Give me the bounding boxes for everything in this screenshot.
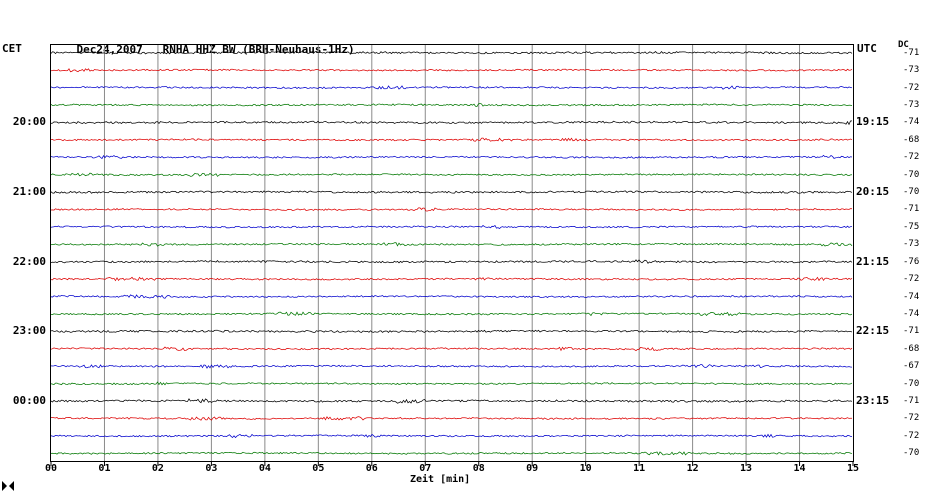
x-tick-label: 05	[312, 463, 325, 474]
dc-value: -68	[903, 343, 920, 354]
x-tick-label: 08	[472, 463, 485, 474]
x-tick-label: 11	[633, 463, 646, 474]
trace-line	[50, 276, 853, 282]
x-tick-label: 04	[258, 463, 271, 474]
dc-value: -73	[903, 99, 920, 110]
dc-value: -73	[903, 65, 920, 76]
dc-value: -72	[903, 82, 920, 93]
dc-value: -71	[903, 204, 920, 215]
cet-time-label: 20:00	[12, 115, 46, 129]
dc-value: -70	[903, 187, 920, 198]
trace-line	[50, 120, 853, 126]
trace-line	[50, 172, 853, 177]
trace-line	[50, 346, 853, 352]
dc-value: -76	[903, 256, 920, 267]
x-tick-label: 12	[686, 463, 699, 474]
trace-line	[50, 311, 853, 317]
x-tick-label: 07	[419, 463, 432, 474]
utc-time-label: 20:15	[856, 185, 890, 199]
trace-line	[50, 190, 853, 194]
dc-value: -74	[903, 308, 920, 319]
dc-value: -74	[903, 117, 920, 128]
utc-header: UTC	[857, 42, 877, 55]
dc-value: -71	[903, 47, 920, 58]
trace-line	[50, 154, 853, 160]
trace-line	[50, 225, 853, 229]
x-tick-label: 13	[740, 463, 753, 474]
utc-time-label: 21:15	[856, 254, 890, 268]
dc-value: -68	[903, 134, 920, 145]
trace-line	[50, 259, 853, 264]
dc-value: -74	[903, 291, 920, 302]
x-tick-label: 00	[44, 463, 58, 474]
trace-line	[50, 416, 852, 421]
trace-line	[50, 398, 853, 404]
x-tick-label: 09	[526, 463, 539, 474]
dc-value: -70	[903, 378, 920, 389]
trace-line	[50, 207, 853, 212]
dc-value: -71	[903, 396, 920, 407]
cet-header: CET	[2, 42, 22, 55]
trace-line	[50, 433, 853, 439]
x-axis-label: Zeit [min]	[410, 474, 471, 485]
trace-line	[50, 294, 853, 299]
x-tick-label: 02	[151, 463, 164, 474]
cet-time-label: 00:00	[12, 394, 46, 408]
utc-time-label: 23:15	[856, 394, 890, 408]
trace-line	[50, 329, 853, 333]
cet-time-label: 22:00	[12, 254, 46, 268]
x-tick-label: 03	[205, 463, 218, 474]
utc-time-label: 22:15	[856, 324, 890, 338]
dc-value: -72	[903, 430, 920, 441]
dc-header: DC	[898, 40, 909, 50]
seismogram-plot	[50, 44, 854, 466]
x-tick-label: 15	[846, 463, 860, 474]
trace-line	[50, 381, 853, 386]
utc-time-label: 19:15	[856, 115, 890, 129]
plot-border	[50, 44, 854, 462]
trace-line	[50, 85, 853, 90]
x-tick-label: 14	[793, 463, 806, 474]
x-tick-label: 06	[365, 463, 378, 474]
logo-mark-icon	[2, 481, 14, 491]
dc-value: -75	[903, 221, 920, 232]
dc-value: -72	[903, 413, 920, 424]
dc-value: -72	[903, 152, 920, 163]
dc-value: -70	[903, 169, 920, 180]
x-tick-label: 10	[579, 463, 592, 474]
x-tick-label: 01	[98, 463, 111, 474]
trace-line	[50, 50, 853, 55]
trace-line	[50, 103, 853, 107]
cet-time-label: 23:00	[12, 324, 46, 338]
trace-line	[50, 242, 853, 247]
dc-value: -67	[903, 361, 920, 372]
cet-time-label: 21:00	[12, 185, 46, 199]
dc-value: -70	[903, 448, 920, 459]
dc-value: -71	[903, 326, 920, 337]
trace-line	[50, 451, 853, 456]
dc-value: -73	[903, 239, 920, 250]
trace-line	[50, 137, 853, 142]
trace-line	[50, 364, 853, 369]
trace-line	[50, 68, 853, 73]
dc-value: -72	[903, 274, 920, 285]
